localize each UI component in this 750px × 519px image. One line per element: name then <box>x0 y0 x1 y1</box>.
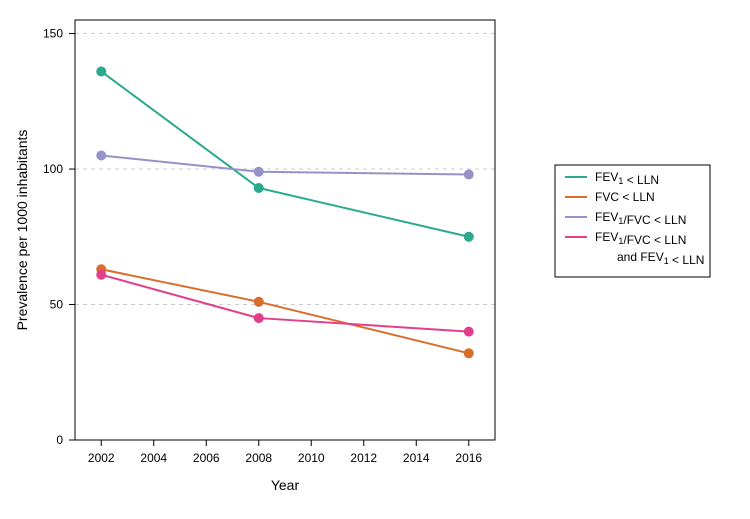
x-tick-label: 2004 <box>140 451 167 465</box>
x-tick-label: 2008 <box>245 451 272 465</box>
x-axis-label: Year <box>271 477 300 493</box>
y-axis-label: Prevalence per 1000 inhabitants <box>14 130 30 331</box>
x-tick-label: 2002 <box>88 451 115 465</box>
x-tick-label: 2010 <box>298 451 325 465</box>
chart-container: 2002 2004 2006 2008 2010 2012 2014 2016 0 50 100 15… <box>0 0 750 519</box>
line-chart: 2002 2004 2006 2008 2010 2012 2014 2016 0 50 100 15… <box>0 0 750 519</box>
y-tick-label: 50 <box>50 298 64 312</box>
series-point-fvc <box>464 348 474 358</box>
series-point-fev1 <box>254 183 264 193</box>
series-point-fev1 <box>96 66 106 76</box>
legend-label: FVC < LLN <box>595 190 655 204</box>
series-point-ratio_and_fev1 <box>96 270 106 280</box>
series-point-fvc <box>254 297 264 307</box>
series-point-ratio <box>254 167 264 177</box>
x-tick-label: 2016 <box>455 451 482 465</box>
x-tick-label: 2014 <box>403 451 430 465</box>
y-tick-label: 0 <box>56 433 63 447</box>
series-point-fev1 <box>464 232 474 242</box>
series-point-ratio <box>96 150 106 160</box>
y-tick-label: 100 <box>43 162 63 176</box>
series-point-ratio_and_fev1 <box>464 327 474 337</box>
series-point-ratio <box>464 169 474 179</box>
x-tick-label: 2006 <box>193 451 220 465</box>
series-point-ratio_and_fev1 <box>254 313 264 323</box>
y-tick-label: 150 <box>43 27 63 41</box>
x-tick-label: 2012 <box>350 451 377 465</box>
